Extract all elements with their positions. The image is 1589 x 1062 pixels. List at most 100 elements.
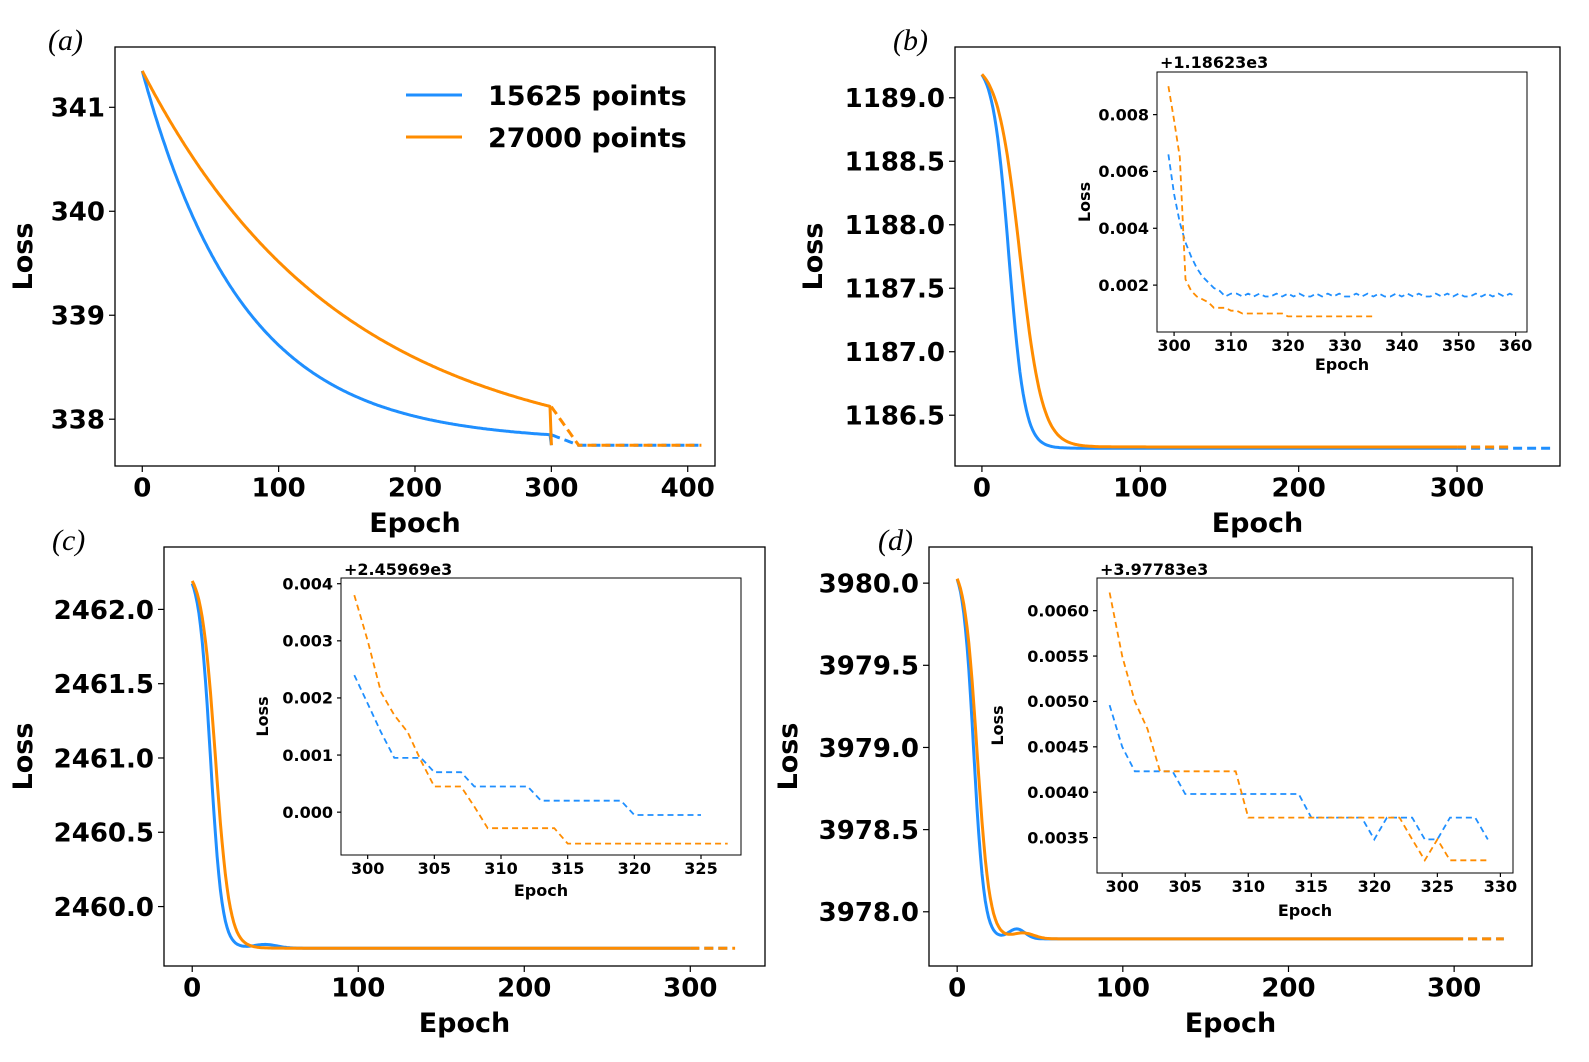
x-tick-label: 0 — [133, 474, 151, 504]
panel-label: (b) — [893, 24, 928, 57]
y-tick-label: 338 — [51, 406, 105, 436]
x-tick-label: 325 — [684, 859, 717, 878]
y-tick-label: 0.004 — [1098, 219, 1149, 238]
x-tick-label: 310 — [1214, 336, 1247, 355]
x-tick-label: 0 — [183, 974, 201, 1004]
inset-frame — [1156, 71, 1528, 333]
panel-label: (d) — [878, 524, 913, 557]
y-tick-label: 3978.5 — [819, 816, 919, 846]
inset-background — [1157, 72, 1527, 332]
x-tick-label: 100 — [1113, 474, 1167, 504]
x-axis-label: Epoch — [1185, 1008, 1277, 1039]
y-tick-label: 1187.5 — [845, 275, 945, 305]
x-tick-label: 300 — [1106, 877, 1139, 896]
y-tick-label: 0.0035 — [1027, 828, 1089, 847]
x-tick-label: 300 — [1427, 974, 1481, 1004]
y-tick-label: 0.002 — [282, 689, 333, 708]
y-tick-label: 0.0055 — [1027, 647, 1089, 666]
x-axis-label: Epoch — [1315, 355, 1369, 374]
y-tick-label: 3979.0 — [819, 734, 919, 764]
y-tick-label: 0.0040 — [1027, 783, 1089, 802]
y-axis-label: Loss — [253, 696, 272, 736]
inset-panel: 300 305 310 315 320 325 0.000 0.001 0.002 0.003 0.… — [253, 560, 742, 900]
y-tick-label: 0.006 — [1098, 162, 1149, 181]
y-tick-label: 3980.0 — [819, 570, 919, 600]
series-line-27000-points — [190, 580, 691, 950]
y-tick-label: 0.003 — [282, 632, 333, 651]
x-tick-label: 300 — [663, 974, 717, 1004]
y-axis-label: Loss — [773, 723, 804, 791]
x-tick-label: 300 — [1157, 336, 1190, 355]
inset-series-group — [1167, 86, 1517, 318]
y-tick-label: 0.001 — [282, 746, 333, 765]
inset-background — [341, 578, 741, 855]
y-tick-label: 0.008 — [1098, 105, 1149, 124]
inset-offset-label: +2.45969e3 — [344, 560, 452, 579]
x-tick-label: 300 — [351, 859, 384, 878]
inset-offset-label: +1.18623e3 — [1160, 53, 1268, 72]
x-tick-label: 100 — [251, 474, 305, 504]
x-tick-label: 330 — [1328, 336, 1361, 355]
y-tick-label: 0.0050 — [1027, 692, 1089, 711]
x-tick-label: 100 — [1096, 974, 1150, 1004]
x-tick-label: 200 — [388, 474, 442, 504]
x-axis-label: Epoch — [514, 881, 568, 900]
y-tick-label: 1186.5 — [845, 402, 945, 432]
y-tick-label: 340 — [51, 198, 105, 228]
plot-frame — [928, 546, 1533, 967]
panel-label: (a) — [48, 24, 83, 57]
y-tick-label: 0.000 — [282, 803, 333, 822]
inset-series-27000-points — [1108, 592, 1488, 863]
plot-frame — [954, 46, 1561, 467]
main-series-group — [955, 578, 1504, 941]
series-dashed-15625-points — [550, 433, 702, 447]
x-tick-label: 325 — [1421, 877, 1454, 896]
panel-d: (d) 0 100 200 300 3978.0 3978.5 3979.0 3979.5 398… — [773, 524, 1533, 1039]
inset-series-group — [353, 594, 728, 845]
y-axis-label: Loss — [798, 223, 829, 291]
x-tick-label: 315 — [1295, 877, 1328, 896]
x-tick-label: 320 — [1358, 877, 1391, 896]
inset-background — [1097, 578, 1513, 873]
plot-frame — [163, 546, 766, 967]
inset-panel: 300 310 320 330 340 350 360 0.002 0.004 0.006 0.00… — [1075, 53, 1532, 374]
y-axis-label: Loss — [8, 723, 39, 791]
legend-label: 27000 points — [488, 123, 687, 154]
series-line-27000-points — [955, 578, 1455, 941]
y-tick-label: 2461.0 — [54, 744, 154, 774]
y-tick-label: 1187.0 — [845, 338, 945, 368]
inset-panel: 300 305 310 315 320 325 330 0.0035 0.0040 0.0045 0… — [988, 560, 1517, 920]
inset-series-27000-points — [1167, 86, 1374, 318]
y-tick-label: 1188.0 — [845, 211, 945, 241]
y-tick-label: 2462.0 — [54, 596, 154, 626]
x-tick-label: 315 — [551, 859, 584, 878]
series-line-27000-points — [140, 70, 553, 446]
y-tick-label: 2460.0 — [54, 893, 154, 923]
y-tick-label: 341 — [51, 94, 105, 124]
series-line-27000-points — [980, 73, 1458, 449]
x-tick-label: 320 — [1271, 336, 1304, 355]
plot-frame — [114, 46, 716, 467]
inset-frame — [1096, 577, 1514, 874]
x-tick-label: 200 — [1272, 474, 1326, 504]
x-tick-label: 0 — [948, 974, 966, 1004]
x-axis-label: Epoch — [419, 1008, 511, 1039]
x-tick-label: 100 — [331, 974, 385, 1004]
y-tick-label: 3979.5 — [819, 652, 919, 682]
x-axis-label: Epoch — [1278, 901, 1332, 920]
x-tick-label: 400 — [661, 474, 715, 504]
x-axis-label: Epoch — [369, 508, 461, 539]
panel-c: (c) 0 100 200 300 2460.0 2460.5 2461.0 2461.5 246… — [8, 524, 766, 1039]
inset-series-27000-points — [353, 594, 728, 845]
x-tick-label: 0 — [973, 474, 991, 504]
inset-series-15625-points — [1167, 154, 1517, 298]
x-tick-label: 300 — [1430, 474, 1484, 504]
x-tick-label: 300 — [524, 474, 578, 504]
x-tick-label: 200 — [497, 974, 551, 1004]
x-tick-label: 330 — [1484, 877, 1517, 896]
x-axis-label: Epoch — [1212, 508, 1304, 539]
panel-a: (a) 0 100 200 300 400 338 339 340 341 Epoch Loss 156… — [8, 24, 716, 539]
y-axis-label: Loss — [988, 705, 1007, 745]
main-series-group — [980, 73, 1553, 450]
x-tick-label: 305 — [1169, 877, 1202, 896]
